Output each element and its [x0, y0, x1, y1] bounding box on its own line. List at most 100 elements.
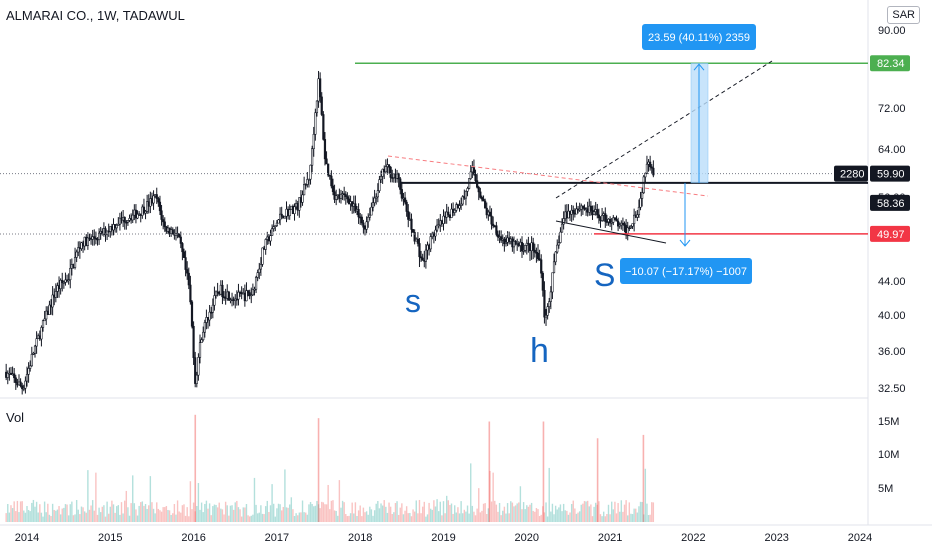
- volume-bar: [636, 512, 639, 522]
- y-tick-label: 44.00: [878, 276, 906, 288]
- candle-body: [546, 306, 549, 316]
- candle-body: [187, 272, 190, 286]
- candle-body: [184, 257, 187, 270]
- candle-body: [618, 224, 621, 227]
- candle-body: [288, 209, 291, 217]
- volume-bar: [598, 501, 600, 522]
- volume-bar: [120, 502, 123, 522]
- candle-body: [418, 243, 421, 258]
- volume-bar: [39, 504, 41, 522]
- y-tick-label: 32.50: [878, 383, 906, 395]
- volume-bar: [428, 502, 430, 522]
- volume-bar: [373, 510, 376, 522]
- stop-price-tag-bg: [870, 225, 910, 242]
- volume-bar: [34, 506, 36, 522]
- volume-bar: [228, 515, 230, 522]
- volume-bar: [157, 508, 160, 522]
- volume-bar: [551, 503, 554, 522]
- volume-bar: [114, 512, 116, 522]
- volume-bar: [95, 472, 97, 522]
- volume-bar: [638, 506, 640, 522]
- currency-badge[interactable]: SAR: [887, 6, 920, 24]
- candle-body: [479, 191, 482, 198]
- candle-body: [43, 318, 46, 322]
- candle-body: [447, 211, 450, 216]
- volume-bar: [72, 515, 75, 522]
- volume-bar: [75, 499, 78, 522]
- candle-body: [403, 197, 407, 203]
- volume-bar: [67, 515, 70, 522]
- volume-bar: [420, 513, 422, 522]
- volume-bar: [473, 511, 475, 522]
- candle-body: [379, 176, 383, 180]
- candle-body: [41, 320, 45, 328]
- volume-bar: [314, 505, 317, 522]
- candle-body: [279, 213, 282, 221]
- volume-bar: [149, 476, 152, 522]
- volume-bar: [488, 421, 491, 522]
- volume-bar: [317, 504, 320, 522]
- volume-bar: [255, 504, 257, 522]
- candle-body: [514, 241, 517, 244]
- volume-bar: [295, 513, 297, 522]
- volume-bar: [341, 500, 344, 522]
- volume-bar: [575, 513, 578, 522]
- volume-bar: [263, 514, 265, 522]
- volume-bar: [513, 506, 515, 522]
- volume-bar: [210, 515, 212, 522]
- candle-body: [600, 215, 604, 221]
- volume-indicator-label[interactable]: Vol: [6, 410, 25, 425]
- candle-body: [62, 281, 65, 284]
- candle-body: [40, 327, 43, 340]
- volume-bar: [569, 512, 571, 522]
- candle-body: [330, 175, 333, 187]
- volume-bar: [111, 500, 113, 522]
- candle-body: [14, 377, 17, 383]
- x-tick-label: 2021: [598, 532, 622, 544]
- candle-body: [524, 245, 527, 251]
- volume-bar: [359, 505, 361, 522]
- volume-bar: [181, 505, 184, 522]
- volume-bar: [103, 505, 105, 522]
- candle-body: [307, 178, 311, 181]
- volume-bar: [532, 510, 534, 522]
- candle-body: [642, 176, 645, 193]
- candle-body: [197, 357, 200, 376]
- volume-bar: [18, 512, 20, 522]
- candle-body: [253, 288, 256, 291]
- candle-body: [589, 205, 592, 211]
- volume-bar: [623, 504, 626, 522]
- candle-body: [259, 264, 262, 270]
- volume-bar: [426, 514, 429, 522]
- volume-bar: [160, 511, 163, 522]
- volume-bar: [27, 509, 30, 522]
- volume-bar: [530, 502, 533, 522]
- candle-body: [301, 194, 304, 203]
- volume-bar: [574, 508, 576, 522]
- volume-bar: [346, 516, 349, 522]
- candle-body: [466, 188, 469, 192]
- volume-bar: [234, 502, 236, 522]
- candle-body: [535, 251, 538, 254]
- candle-body: [270, 228, 274, 236]
- volume-bar: [274, 516, 276, 522]
- volume-bar: [508, 513, 510, 522]
- volume-bar: [53, 509, 55, 522]
- volume-bar: [556, 509, 558, 522]
- candle-body: [29, 365, 32, 369]
- candle-body: [629, 225, 633, 229]
- volume-bar: [402, 514, 405, 522]
- volume-bar: [300, 512, 302, 522]
- volume-bar: [410, 516, 413, 522]
- volume-bar: [5, 513, 7, 522]
- x-tick-label: 2019: [431, 532, 455, 544]
- volume-bar: [609, 514, 611, 522]
- candle-body: [327, 163, 330, 176]
- candle-body: [186, 269, 189, 274]
- volume-bar: [478, 488, 480, 522]
- candle-body: [575, 208, 578, 215]
- volume-bar: [63, 507, 65, 522]
- candle-body: [549, 291, 552, 302]
